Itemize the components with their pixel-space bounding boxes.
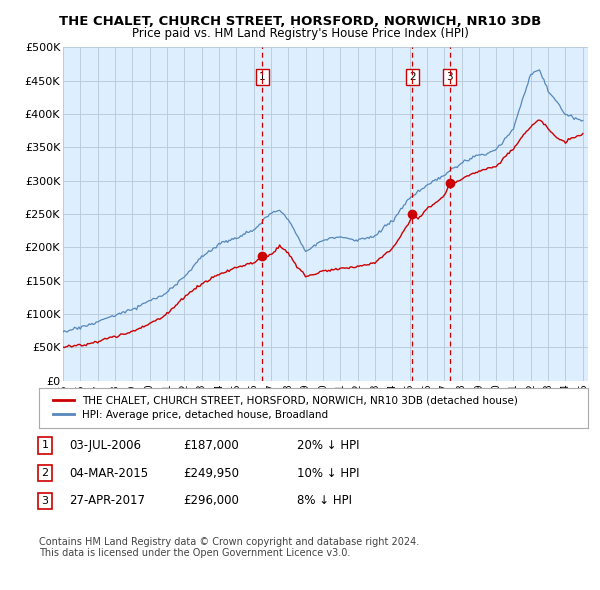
Text: 27-APR-2017: 27-APR-2017 — [69, 494, 145, 507]
Text: 8% ↓ HPI: 8% ↓ HPI — [297, 494, 352, 507]
Text: £296,000: £296,000 — [183, 494, 239, 507]
Text: 3: 3 — [41, 496, 49, 506]
Legend: THE CHALET, CHURCH STREET, HORSFORD, NORWICH, NR10 3DB (detached house), HPI: Av: THE CHALET, CHURCH STREET, HORSFORD, NOR… — [50, 392, 521, 423]
Text: 2: 2 — [41, 468, 49, 478]
Text: £187,000: £187,000 — [183, 439, 239, 452]
Text: 20% ↓ HPI: 20% ↓ HPI — [297, 439, 359, 452]
Text: 3: 3 — [446, 72, 453, 82]
Text: £249,950: £249,950 — [183, 467, 239, 480]
Text: THE CHALET, CHURCH STREET, HORSFORD, NORWICH, NR10 3DB: THE CHALET, CHURCH STREET, HORSFORD, NOR… — [59, 15, 541, 28]
Text: 2: 2 — [409, 72, 416, 82]
Text: 1: 1 — [259, 72, 266, 82]
Text: 10% ↓ HPI: 10% ↓ HPI — [297, 467, 359, 480]
Text: 03-JUL-2006: 03-JUL-2006 — [69, 439, 141, 452]
Text: 1: 1 — [41, 441, 49, 450]
Text: Price paid vs. HM Land Registry's House Price Index (HPI): Price paid vs. HM Land Registry's House … — [131, 27, 469, 40]
Text: 04-MAR-2015: 04-MAR-2015 — [69, 467, 148, 480]
Text: Contains HM Land Registry data © Crown copyright and database right 2024.
This d: Contains HM Land Registry data © Crown c… — [39, 537, 419, 559]
